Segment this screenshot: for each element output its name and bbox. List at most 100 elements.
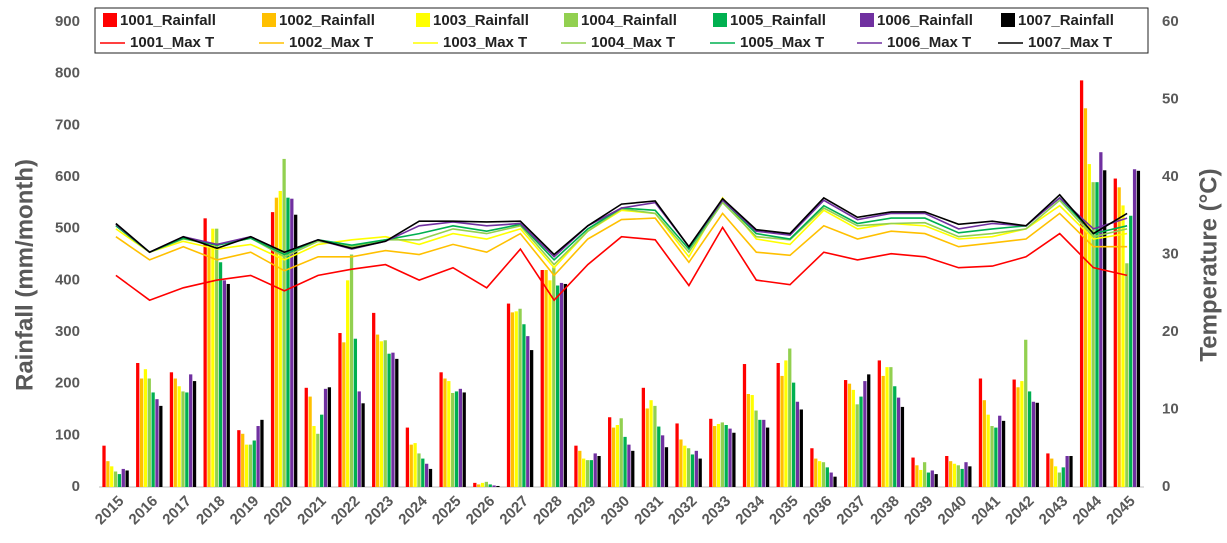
- bar: [1027, 391, 1032, 487]
- bar: [357, 391, 361, 487]
- bar: [458, 388, 463, 487]
- bar: [425, 463, 429, 487]
- bar: [915, 465, 919, 487]
- bar: [885, 367, 889, 487]
- bar: [1087, 164, 1091, 488]
- bar: [709, 418, 713, 487]
- bar: [215, 228, 219, 487]
- bar: [361, 403, 365, 487]
- bar: [698, 458, 702, 487]
- bar: [428, 468, 433, 487]
- bar: [488, 484, 492, 487]
- bar: [784, 360, 788, 487]
- bar: [1117, 187, 1121, 488]
- bar: [177, 386, 181, 487]
- bar: [203, 218, 207, 488]
- bar: [192, 381, 197, 487]
- bar: [765, 427, 770, 487]
- legend-label: 1005_Max T: [740, 34, 824, 51]
- bar: [720, 422, 724, 487]
- bar: [582, 458, 586, 487]
- bar: [821, 462, 826, 487]
- bar: [530, 350, 534, 487]
- bar: [664, 447, 669, 487]
- legend-label: 1004_Max T: [591, 34, 675, 51]
- bar: [945, 456, 949, 487]
- bar: [675, 423, 679, 487]
- y-tick-label: 600: [55, 168, 80, 185]
- bar: [308, 396, 312, 487]
- bar: [155, 399, 159, 487]
- bar: [290, 198, 294, 487]
- legend-label: 1003_Rainfall: [433, 12, 529, 29]
- line: [115, 193, 1128, 256]
- bar: [776, 363, 780, 487]
- bar: [383, 340, 387, 487]
- bar: [1083, 108, 1088, 488]
- bar: [477, 484, 481, 487]
- bar: [387, 353, 391, 487]
- bar: [226, 283, 230, 487]
- bar: [948, 461, 953, 487]
- y2-tick-label: 40: [1162, 168, 1179, 185]
- bar: [1046, 453, 1050, 487]
- bar: [391, 352, 395, 487]
- bar: [843, 380, 848, 487]
- bar: [960, 468, 964, 487]
- y-tick-label: 800: [55, 65, 80, 82]
- bar: [113, 471, 118, 487]
- bar: [102, 445, 106, 487]
- bar: [615, 425, 619, 487]
- bar: [349, 254, 354, 487]
- bar: [1061, 467, 1065, 487]
- bar: [847, 383, 852, 487]
- bar: [593, 453, 597, 487]
- bar: [758, 419, 762, 487]
- bar: [911, 457, 915, 487]
- bar: [121, 468, 125, 487]
- bar: [956, 465, 960, 487]
- y-tick-label: 0: [72, 478, 80, 495]
- bar: [304, 387, 308, 487]
- bar: [1091, 182, 1095, 487]
- bar: [863, 381, 867, 487]
- bar: [825, 467, 829, 487]
- bar: [982, 400, 986, 487]
- bar: [1012, 379, 1016, 487]
- bar: [611, 427, 616, 487]
- bar: [799, 409, 803, 487]
- bar: [716, 423, 721, 487]
- bar: [683, 445, 687, 487]
- bar: [439, 372, 443, 487]
- legend-swatch: [103, 13, 117, 27]
- bar: [1024, 339, 1028, 487]
- y2-tick-label: 50: [1162, 90, 1179, 107]
- bar: [926, 472, 931, 487]
- y2-tick-label: 60: [1162, 13, 1179, 30]
- line: [115, 196, 1128, 269]
- y-tick-label: 500: [55, 220, 80, 237]
- bar: [559, 282, 564, 487]
- bar: [237, 430, 241, 487]
- bar: [1113, 178, 1117, 488]
- bar: [900, 406, 905, 487]
- bar: [256, 426, 260, 487]
- bar: [877, 360, 881, 487]
- bar: [994, 427, 998, 487]
- bar: [270, 212, 275, 487]
- bar: [169, 372, 174, 487]
- bar: [597, 456, 601, 487]
- legend-label: 1006_Rainfall: [877, 12, 973, 29]
- bar: [294, 214, 298, 487]
- bar: [473, 482, 477, 487]
- bar: [712, 426, 717, 487]
- bar: [496, 485, 500, 487]
- bar: [623, 436, 627, 487]
- bar: [395, 358, 399, 487]
- bar: [998, 415, 1002, 487]
- bar: [791, 382, 796, 487]
- bar: [185, 392, 189, 487]
- bar: [248, 444, 253, 487]
- bar: [282, 158, 286, 487]
